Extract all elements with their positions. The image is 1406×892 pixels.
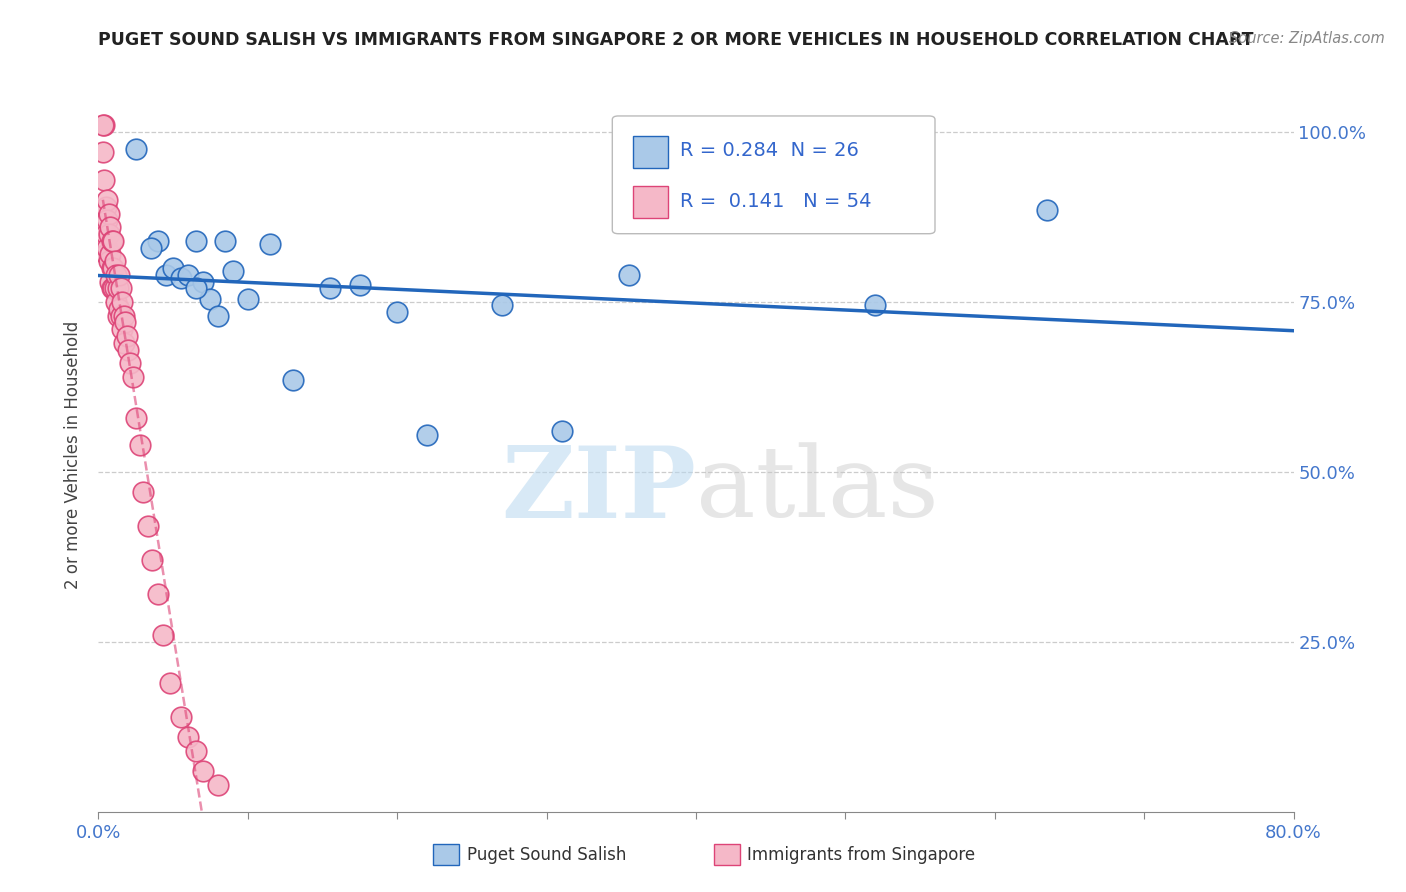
Point <box>94 247 117 261</box>
FancyBboxPatch shape <box>714 844 740 865</box>
Text: R =  0.141   N = 54: R = 0.141 N = 54 <box>681 192 872 211</box>
Text: ZIP: ZIP <box>501 442 696 539</box>
Point <box>184 743 207 757</box>
Point <box>93 172 115 186</box>
Point <box>104 254 127 268</box>
Point <box>96 213 118 227</box>
Point <box>191 764 214 778</box>
Point <box>97 207 120 221</box>
Point <box>91 118 114 132</box>
Text: R = 0.284  N = 26: R = 0.284 N = 26 <box>681 141 859 160</box>
FancyBboxPatch shape <box>613 116 935 234</box>
Point <box>281 373 304 387</box>
Point <box>105 295 128 310</box>
Text: Immigrants from Singapore: Immigrants from Singapore <box>748 846 976 863</box>
Point <box>385 305 409 319</box>
Point <box>416 427 439 442</box>
Point <box>103 234 125 248</box>
Point <box>100 275 122 289</box>
Text: PUGET SOUND SALISH VS IMMIGRANTS FROM SINGAPORE 2 OR MORE VEHICLES IN HOUSEHOLD : PUGET SOUND SALISH VS IMMIGRANTS FROM SI… <box>98 31 1254 49</box>
Point <box>97 227 120 241</box>
Point <box>97 254 120 268</box>
Point <box>101 281 124 295</box>
Point <box>259 237 281 252</box>
Point <box>132 485 155 500</box>
Point <box>617 268 640 282</box>
Point <box>107 281 129 295</box>
Point <box>184 281 207 295</box>
Point <box>114 315 136 329</box>
Point <box>148 587 170 601</box>
Point <box>491 298 513 312</box>
FancyBboxPatch shape <box>633 136 668 168</box>
Point <box>96 193 118 207</box>
Point <box>319 281 342 295</box>
Point <box>236 292 259 306</box>
Point <box>191 275 214 289</box>
Point <box>108 268 131 282</box>
Point <box>1036 203 1059 218</box>
Point <box>169 271 191 285</box>
Point <box>103 260 125 275</box>
Point <box>207 309 229 323</box>
Point <box>865 298 887 312</box>
Point <box>200 292 222 306</box>
Point <box>349 278 371 293</box>
Point <box>96 241 118 255</box>
Point <box>105 268 128 282</box>
Point <box>100 247 122 261</box>
Point <box>112 335 135 350</box>
Point <box>177 730 200 744</box>
Point <box>112 309 135 323</box>
Point <box>121 369 143 384</box>
Point <box>103 281 125 295</box>
Point <box>107 309 129 323</box>
Point <box>550 424 572 438</box>
Point <box>111 322 134 336</box>
Point <box>207 778 229 792</box>
Point <box>162 260 184 275</box>
Point <box>125 410 148 425</box>
Point <box>184 234 207 248</box>
Text: Source: ZipAtlas.com: Source: ZipAtlas.com <box>1229 31 1385 46</box>
Point <box>104 281 127 295</box>
Point <box>214 234 236 248</box>
Text: atlas: atlas <box>696 442 939 539</box>
Point <box>125 142 148 156</box>
Point <box>115 329 138 343</box>
Point <box>129 438 152 452</box>
FancyBboxPatch shape <box>633 186 668 218</box>
Point <box>155 268 177 282</box>
FancyBboxPatch shape <box>433 844 460 865</box>
Point <box>101 234 124 248</box>
Point <box>222 264 245 278</box>
Point <box>148 234 170 248</box>
Point <box>94 200 117 214</box>
Point <box>141 553 163 567</box>
Y-axis label: 2 or more Vehicles in Household: 2 or more Vehicles in Household <box>65 321 83 589</box>
Point <box>110 281 132 295</box>
Point <box>117 343 139 357</box>
Text: Puget Sound Salish: Puget Sound Salish <box>467 846 626 863</box>
Point <box>169 709 191 723</box>
Point <box>111 295 134 310</box>
Point <box>139 241 162 255</box>
Point <box>93 118 115 132</box>
Point <box>101 260 124 275</box>
Point <box>91 145 114 160</box>
Point <box>118 356 141 370</box>
Point <box>177 268 200 282</box>
Point <box>159 675 181 690</box>
Point <box>152 628 174 642</box>
Point <box>100 220 122 235</box>
Point <box>110 309 132 323</box>
Point <box>94 227 117 241</box>
Point <box>136 519 159 533</box>
Point <box>108 301 131 316</box>
